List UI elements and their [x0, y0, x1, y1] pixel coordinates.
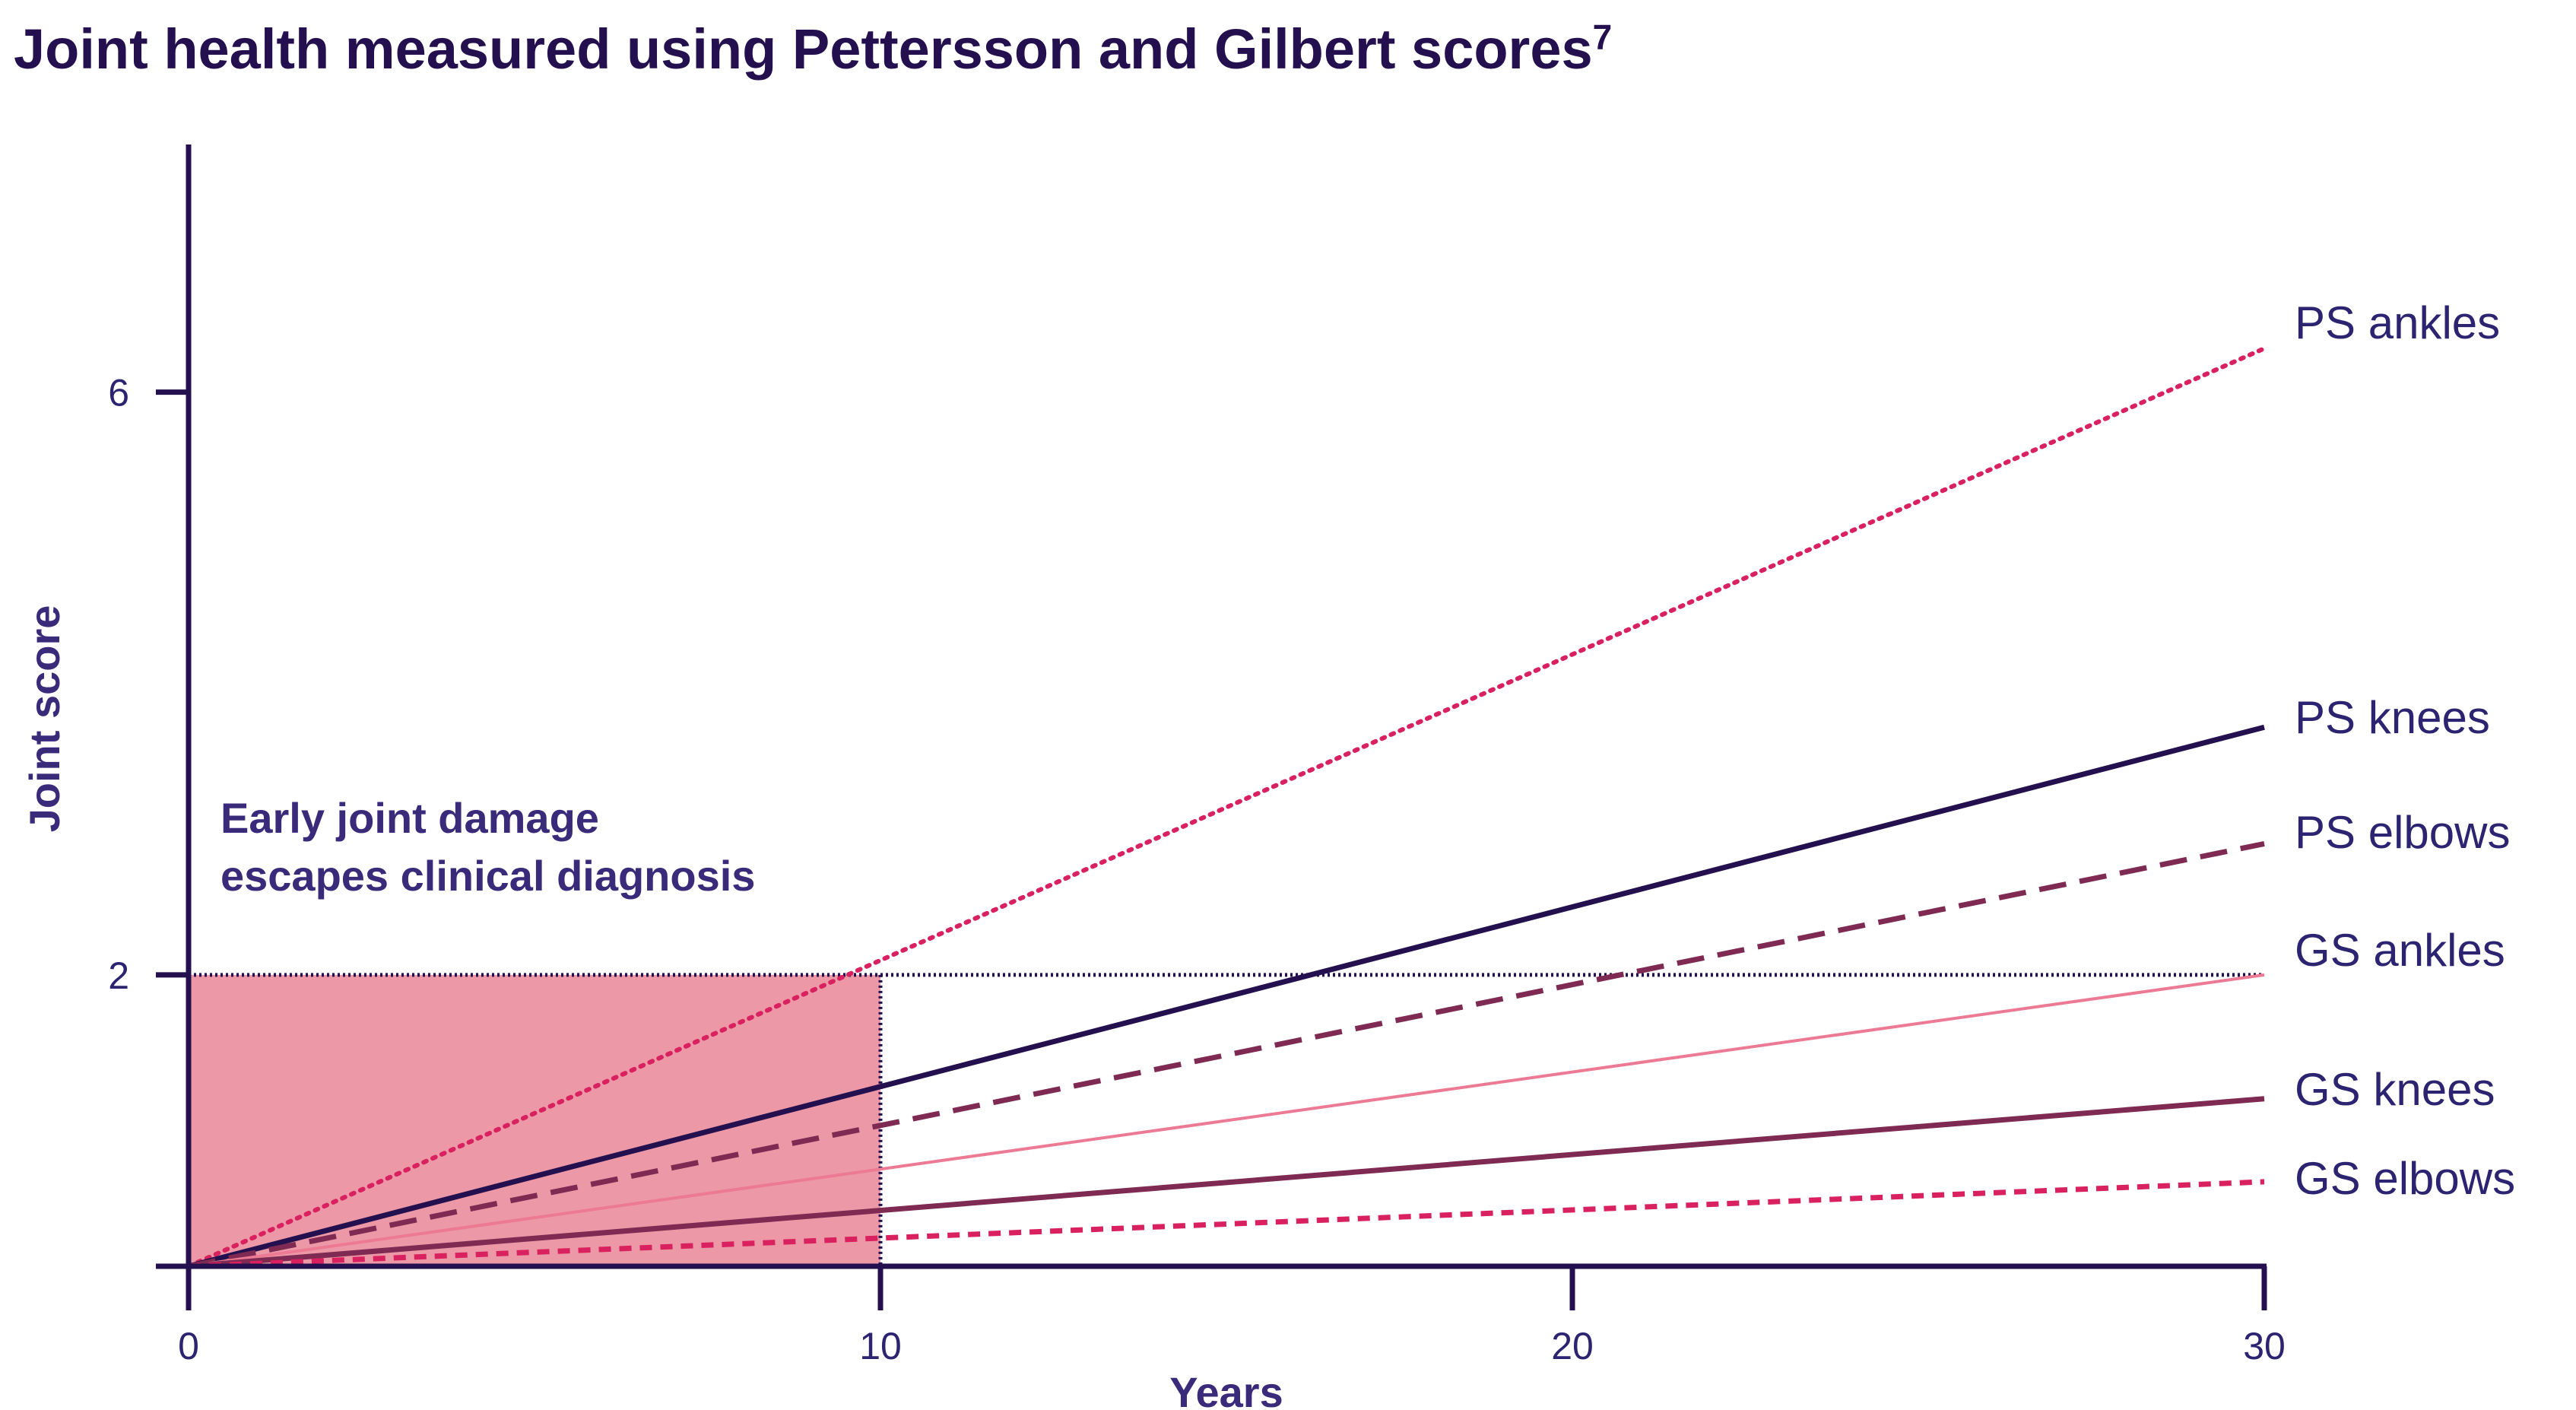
x-tick-label: 20: [1551, 1325, 1594, 1367]
series-label-ps-ankles: PS ankles: [2295, 297, 2500, 348]
series-label-gs-knees: GS knees: [2295, 1064, 2495, 1115]
series-line-gs-knees: [188, 1096, 2265, 1269]
series-line-gs-ankles: [188, 973, 2265, 1268]
series-line-gs-elbows: [188, 1179, 2265, 1269]
x-tick-label: 30: [2243, 1325, 2286, 1367]
x-axis-title: Years: [1169, 1368, 1283, 1410]
series-label-ps-knees: PS knees: [2295, 692, 2490, 743]
y-tick-label: 2: [108, 954, 129, 997]
series-line-ps-ankles: [186, 346, 2267, 1269]
chart-title: Joint health measured using Pettersson a…: [14, 17, 1612, 81]
y-axis-title: Joint score: [21, 605, 68, 833]
chart-title-footnote: 7: [1592, 17, 1613, 57]
annotation-line: Early joint damage: [220, 794, 599, 842]
y-tick-label: 6: [108, 372, 129, 414]
series-line-ps-elbows: [188, 841, 2265, 1269]
chart-title-text: Joint health measured using Pettersson a…: [14, 17, 1593, 81]
series-label-gs-ankles: GS ankles: [2295, 925, 2505, 976]
x-tick-label: 10: [859, 1325, 902, 1367]
x-tick-label: 0: [178, 1325, 199, 1367]
series-label-ps-elbows: PS elbows: [2295, 807, 2510, 858]
series-line-ps-knees: [188, 724, 2265, 1269]
series-label-gs-elbows: GS elbows: [2295, 1153, 2515, 1204]
annotation-line: escapes clinical diagnosis: [220, 852, 755, 900]
